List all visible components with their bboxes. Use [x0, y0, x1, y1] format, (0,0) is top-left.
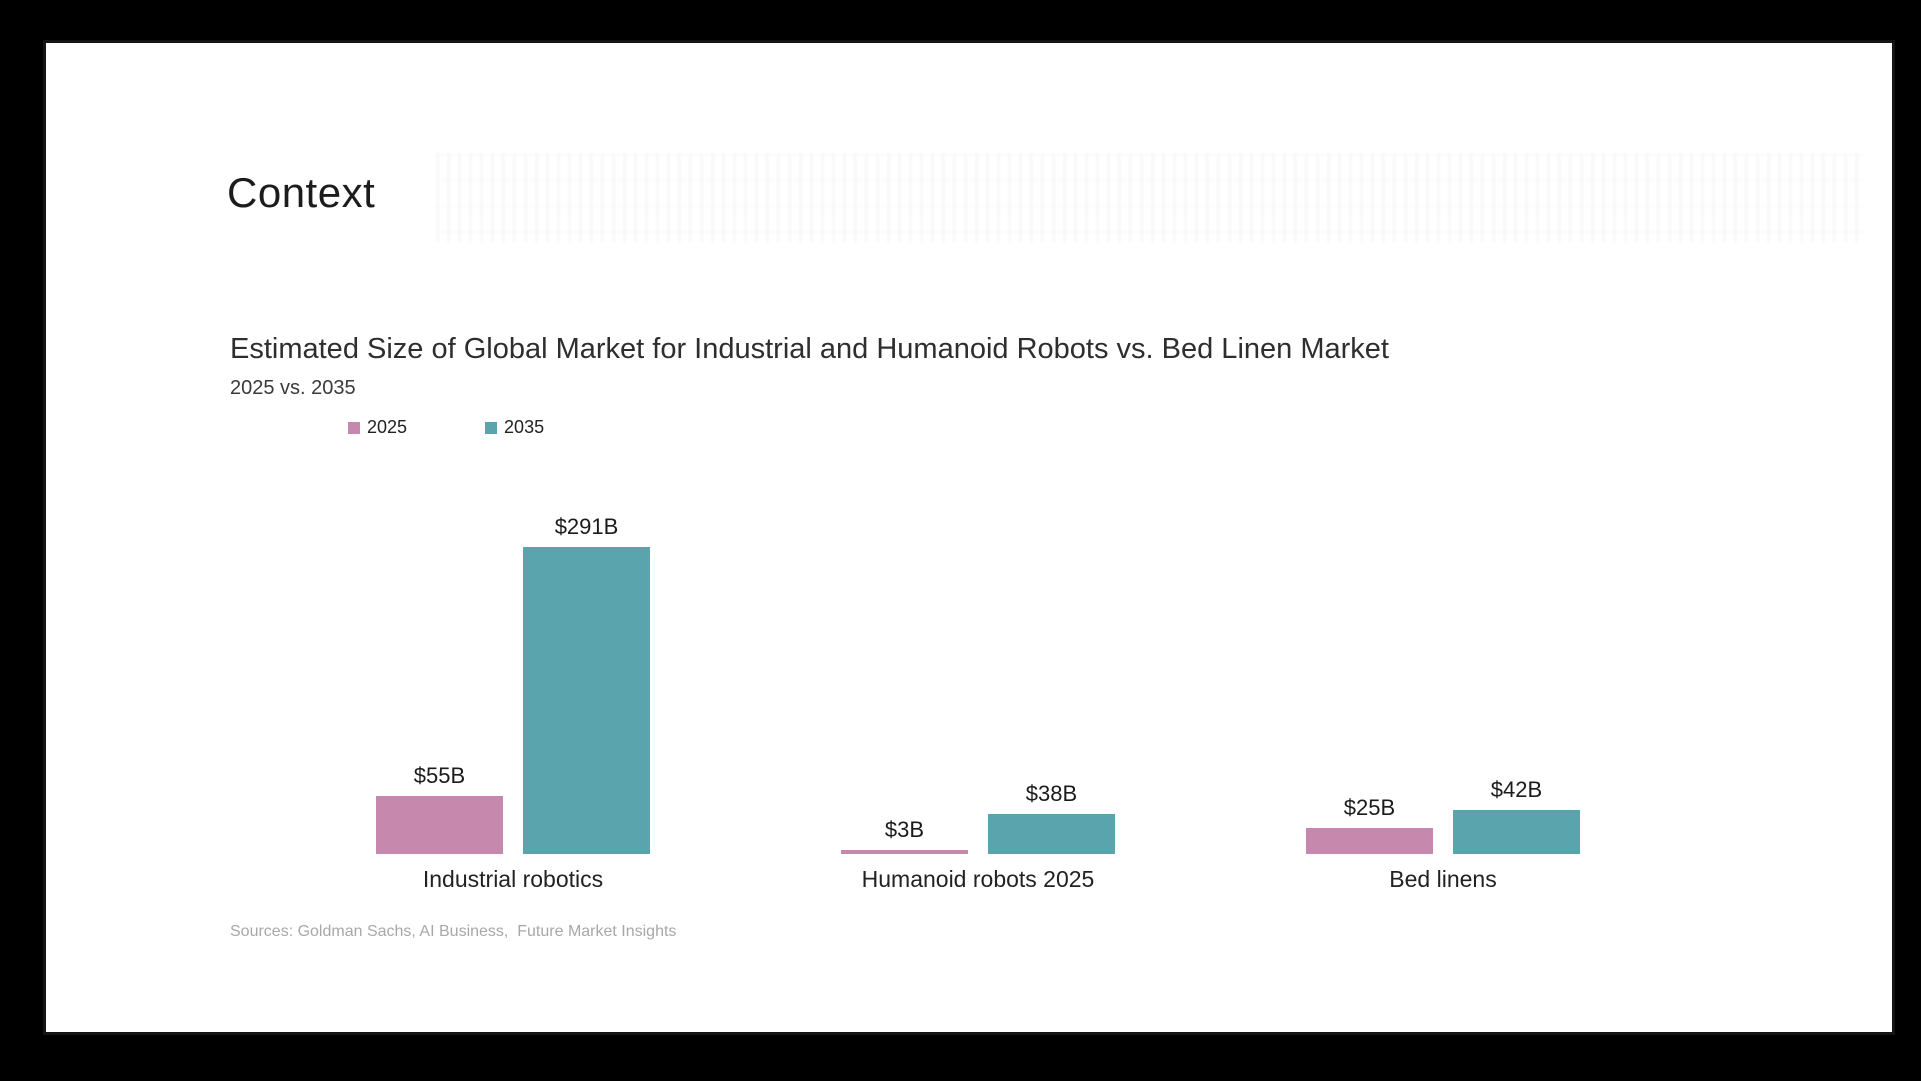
sources-note: Sources: Goldman Sachs, AI Business, Fut… — [230, 923, 677, 940]
category-label: Humanoid robots 2025 — [861, 866, 1095, 892]
bar-chart: $55B $291B Industrial robotics $3B $38B Human… — [46, 43, 1892, 1032]
legend-item-2035: 2035 — [485, 417, 544, 438]
bar-column: $55B — [376, 763, 503, 854]
legend-label: 2035 — [504, 417, 545, 437]
bar-value-label: $38B — [1025, 781, 1078, 806]
bar-2025 — [376, 796, 503, 854]
category-label: Industrial robotics — [422, 866, 604, 892]
bar-2025 — [1306, 828, 1433, 854]
bar-column: $3B — [841, 817, 968, 854]
bar-2035 — [988, 814, 1115, 854]
bar-value-label: $3B — [884, 817, 925, 842]
bar-column: $25B — [1306, 795, 1433, 854]
bar-group-2: $3B $38B Humanoid robots 2025 — [841, 43, 1115, 892]
slide: Context Estimated Size of Global Market … — [43, 40, 1895, 1035]
bar-value-label: $291B — [554, 514, 619, 539]
legend-swatch — [348, 421, 360, 434]
bar-value-label: $55B — [413, 763, 466, 788]
category-label: Bed linens — [1389, 866, 1497, 892]
bar-group-3: $25B $42B Bed linens — [1306, 43, 1580, 892]
bar-value-label: $25B — [1343, 795, 1396, 820]
bar-pair: $55B $291B — [376, 43, 650, 854]
chart-legend: 2025 2035 — [348, 417, 544, 438]
bar-2035 — [1453, 810, 1580, 854]
chart-title: Estimated Size of Global Market for Indu… — [230, 333, 1389, 365]
bar-column: $38B — [988, 781, 1115, 854]
slide-heading: Context — [227, 169, 376, 216]
bar-column: $42B — [1453, 777, 1580, 854]
bar-2035 — [523, 547, 650, 854]
bar-group-1: $55B $291B Industrial robotics — [376, 43, 650, 892]
chart-subtitle: 2025 vs. 2035 — [230, 377, 356, 399]
legend-swatch — [485, 421, 498, 434]
bar-2025 — [841, 850, 968, 854]
bar-pair: $3B $38B — [841, 43, 1115, 854]
bar-pair: $25B $42B — [1306, 43, 1580, 854]
legend-item-2025: 2025 — [348, 417, 407, 438]
bar-column: $291B — [523, 514, 650, 854]
legend-label: 2025 — [367, 417, 408, 437]
bar-value-label: $42B — [1490, 777, 1543, 802]
